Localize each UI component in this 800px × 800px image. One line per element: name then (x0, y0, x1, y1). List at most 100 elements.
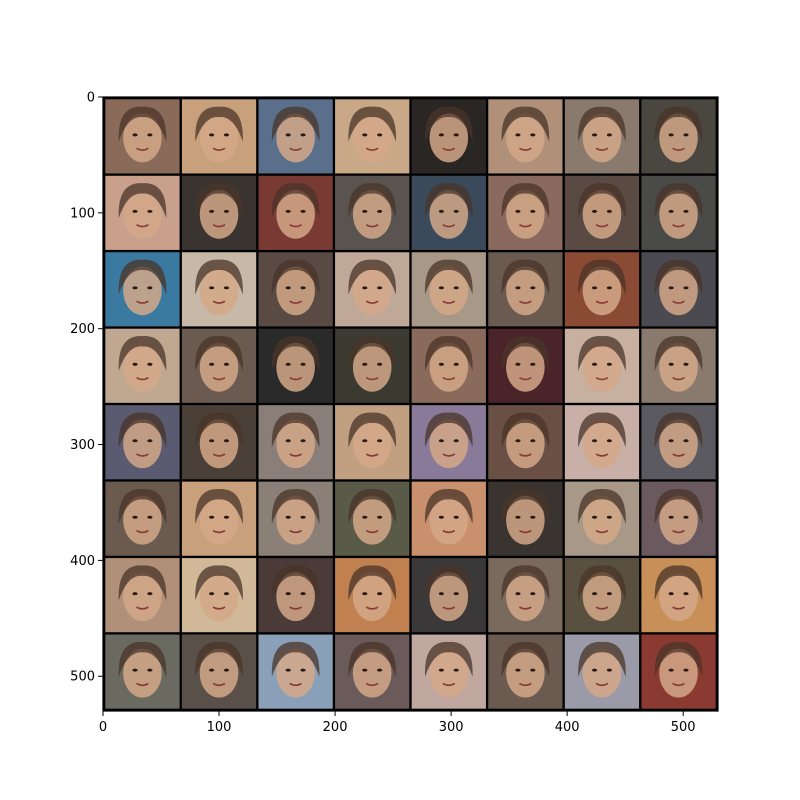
face-tile (105, 252, 180, 327)
mouth-shape (212, 300, 226, 304)
face-tile (488, 481, 563, 556)
hair-shape (654, 336, 703, 371)
hair-shape (424, 183, 473, 219)
eye-shape (362, 439, 368, 443)
eye-shape (209, 133, 215, 137)
mouth-shape (136, 529, 149, 534)
eye-shape (515, 515, 521, 519)
face-shape (659, 495, 698, 545)
face-shape (276, 113, 315, 163)
mouth-shape (212, 529, 226, 534)
hair-shape (501, 412, 550, 448)
face-shape (123, 495, 162, 545)
eye-shape (515, 592, 521, 596)
eye-shape (147, 286, 153, 290)
mouth-shape (442, 300, 456, 304)
face-shape (582, 572, 622, 622)
eye-shape (438, 668, 444, 672)
x-axis-ticks: 0 100 200 300 400 500 (99, 711, 696, 735)
face-tile (641, 175, 716, 250)
face-tile (181, 328, 257, 403)
eye-shape (132, 362, 138, 366)
face-tile (488, 175, 563, 250)
eye-shape (209, 515, 215, 519)
face-tile (411, 634, 486, 709)
face-tile (641, 252, 716, 327)
hair-shape (348, 565, 397, 601)
face-shape (429, 419, 469, 469)
hair-shape (578, 412, 626, 448)
face-shape (506, 113, 545, 163)
face-shape (659, 342, 698, 392)
face-shape (582, 419, 622, 469)
eye-shape (453, 592, 459, 596)
hair-shape (195, 183, 243, 219)
y-tick-label: 0 (87, 91, 95, 106)
eye-shape (132, 439, 138, 443)
hair-shape (118, 183, 167, 219)
hair-shape (118, 641, 167, 677)
mouth-shape (365, 224, 379, 228)
hair-shape (501, 336, 550, 371)
hair-shape (654, 641, 703, 677)
mouth-shape (519, 682, 532, 687)
mouth-shape (136, 682, 149, 687)
eye-shape (515, 439, 521, 443)
eye-shape (147, 439, 153, 443)
eye-shape (515, 209, 521, 213)
hair-shape (578, 183, 626, 219)
eye-shape (438, 286, 444, 290)
mouth-shape (519, 529, 532, 534)
mouth-shape (365, 147, 379, 151)
hair-shape (348, 106, 397, 142)
eye-shape (362, 133, 368, 137)
eye-shape (453, 439, 459, 443)
hair-shape (195, 259, 243, 295)
face-tile (641, 405, 716, 480)
face-tile (488, 405, 563, 480)
x-tick-label: 500 (671, 720, 696, 735)
eye-shape (438, 592, 444, 596)
face-tile (564, 328, 640, 403)
eye-shape (147, 515, 153, 519)
face-shape (429, 572, 469, 622)
eye-shape (362, 286, 368, 290)
eye-shape (683, 362, 689, 366)
eye-shape (591, 362, 598, 366)
eye-shape (453, 209, 459, 213)
mouth-shape (365, 682, 379, 687)
hair-shape (195, 565, 243, 601)
face-shape (659, 648, 698, 698)
eye-shape (606, 515, 612, 519)
face-shape (199, 419, 239, 469)
mouth-shape (212, 606, 226, 610)
eye-shape (530, 592, 536, 596)
hair-shape (118, 336, 167, 371)
mouth-shape (365, 300, 379, 304)
eye-shape (606, 362, 612, 366)
eye-shape (209, 209, 215, 213)
face-shape (659, 419, 698, 469)
face-tile (411, 328, 486, 403)
eye-shape (530, 362, 536, 366)
hair-shape (348, 336, 397, 371)
face-shape (429, 113, 469, 163)
hair-shape (271, 412, 320, 448)
face-tile (181, 481, 257, 556)
hair-shape (424, 488, 473, 524)
eye-shape (377, 133, 383, 137)
face-shape (582, 189, 622, 239)
mouth-shape (672, 300, 685, 304)
eye-shape (362, 515, 368, 519)
mouth-shape (442, 147, 456, 151)
hair-shape (195, 336, 243, 371)
face-tile (105, 328, 180, 403)
face-shape (506, 342, 545, 392)
eye-shape (377, 362, 383, 366)
mouth-shape (672, 682, 685, 687)
eye-shape (530, 515, 536, 519)
face-tile (488, 252, 563, 327)
face-shape (123, 648, 162, 698)
eye-shape (285, 668, 291, 672)
